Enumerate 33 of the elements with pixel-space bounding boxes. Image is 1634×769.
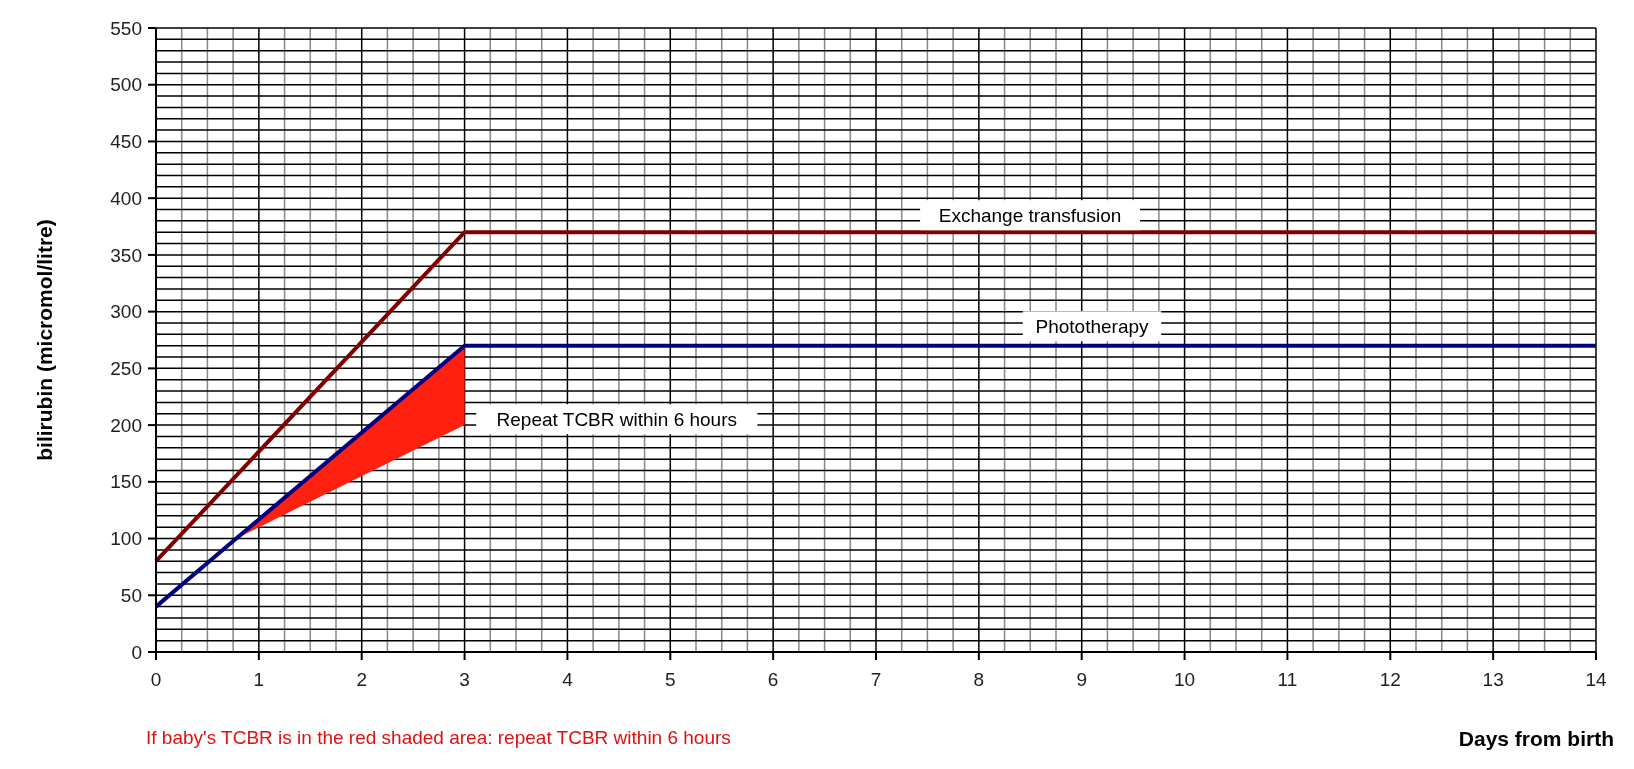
text: If baby's TCBR is in the red shaded area: repeat TCBR within 6 hours <box>146 727 731 748</box>
x-tick-label: 7 <box>870 669 882 690</box>
x-tick-label: 2 <box>356 669 367 690</box>
x-tick-label: 9 <box>1076 669 1087 690</box>
y-tick-label: 550 <box>110 17 142 39</box>
x-tick-label: 5 <box>665 669 676 690</box>
y-tick-label: 150 <box>110 471 142 493</box>
x-tick-label: 1 <box>253 669 265 690</box>
x-tick-label: 12 <box>1379 669 1401 690</box>
x-tick-label: 10 <box>1174 669 1196 690</box>
x-axis-title: Days from birth <box>1458 727 1614 750</box>
y-tick-label: 400 <box>110 187 142 209</box>
x-tick-label: 14 <box>1585 669 1607 690</box>
y-tick-label: 300 <box>110 301 142 323</box>
y-tick-label: 450 <box>110 131 142 153</box>
x-tick-label: 8 <box>973 669 985 690</box>
y-tick-label: 100 <box>110 528 142 550</box>
annotation: Exchange transfusion <box>938 204 1122 226</box>
x-tick-label: 3 <box>459 669 470 690</box>
y-tick-label: 200 <box>110 414 142 436</box>
x-tick-label: 0 <box>150 669 162 690</box>
y-tick-label: 350 <box>110 244 142 266</box>
annotation: Phototherapy <box>1035 315 1150 337</box>
y-tick-label: 50 <box>120 584 142 606</box>
y-tick-label: 0 <box>131 641 142 663</box>
y-axis-title: bilirubin (micromol/litre) <box>33 219 56 461</box>
x-tick-label: 4 <box>562 669 574 690</box>
y-tick-label: 250 <box>110 358 142 380</box>
y-tick-label: 500 <box>110 74 142 96</box>
annotation: Repeat TCBR within 6 hours <box>496 408 738 430</box>
x-tick-label: 13 <box>1482 669 1504 690</box>
x-tick-label: 11 <box>1277 669 1298 690</box>
x-tick-label: 6 <box>767 669 779 690</box>
